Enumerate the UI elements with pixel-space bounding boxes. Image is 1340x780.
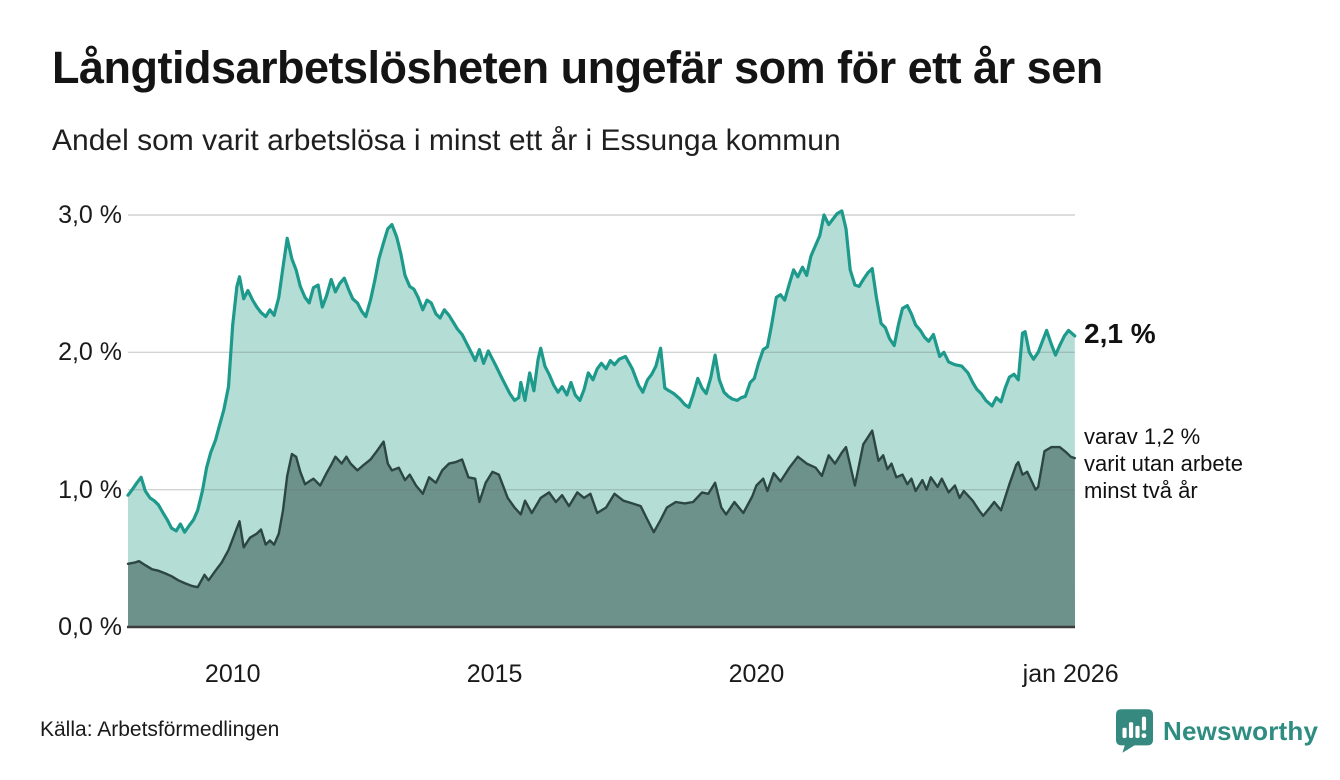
y-tick-label: 1,0 % bbox=[58, 475, 122, 504]
y-tick-label: 2,0 % bbox=[58, 338, 122, 367]
secondary-value-line: varit utan arbete bbox=[1084, 451, 1243, 476]
chart-subtitle: Andel som varit arbetslösa i minst ett å… bbox=[52, 124, 841, 157]
source-note: Källa: Arbetsförmedlingen bbox=[40, 718, 280, 741]
y-tick-label: 3,0 % bbox=[58, 201, 122, 229]
newsworthy-icon bbox=[1116, 709, 1153, 753]
x-tick-label: jan 2026 bbox=[1022, 660, 1119, 688]
newsworthy-logo: Newsworthy bbox=[1116, 709, 1318, 753]
y-tick-label: 0,0 % bbox=[58, 613, 122, 641]
x-tick-label: 2015 bbox=[466, 660, 523, 688]
latest-value-label: 2,1 % bbox=[1084, 318, 1156, 349]
line-unemployed-1yr bbox=[126, 209, 1077, 534]
brand-name: Newsworthy bbox=[1163, 715, 1319, 746]
line-unemployed-2yr bbox=[126, 429, 1076, 589]
x-tick-label: 2020 bbox=[728, 660, 785, 688]
page-title: Långtidsarbetslösheten ungefär som för e… bbox=[52, 42, 1103, 93]
secondary-value-line: minst två år bbox=[1084, 478, 1198, 503]
secondary-value-label: varav 1,2 % varit utan arbete minst två … bbox=[1084, 423, 1243, 504]
x-tick-label: 2010 bbox=[204, 660, 261, 688]
secondary-value-line: varav 1,2 % bbox=[1084, 424, 1201, 449]
area-unemployed-2yr bbox=[128, 430, 1075, 627]
